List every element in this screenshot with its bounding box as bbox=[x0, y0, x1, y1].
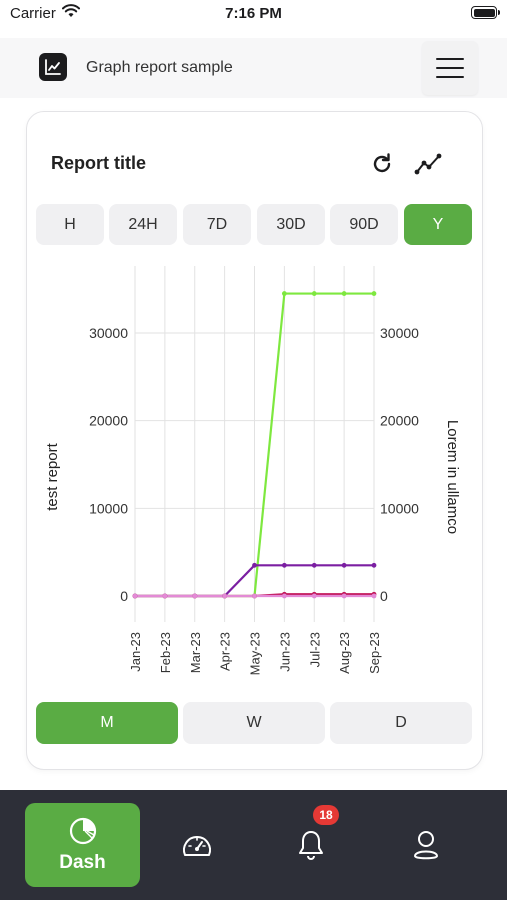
y-axis-label: test report bbox=[44, 442, 61, 510]
period-button-m[interactable]: M bbox=[36, 702, 178, 744]
tab-dash-label: Dash bbox=[59, 852, 106, 873]
x-tick-label: Apr-23 bbox=[218, 632, 233, 671]
bell-icon bbox=[299, 831, 323, 860]
x-tick-label: Jun-23 bbox=[277, 632, 292, 672]
status-bar: Carrier 7:16 PM bbox=[0, 0, 507, 28]
data-point bbox=[341, 593, 347, 599]
data-point bbox=[341, 562, 347, 568]
y2-axis-label: Lorem in ullamco bbox=[444, 420, 461, 534]
speedometer-icon bbox=[183, 836, 211, 856]
report-title: Report title bbox=[51, 153, 147, 173]
hamburger-menu-button[interactable] bbox=[422, 41, 478, 95]
refresh-button[interactable] bbox=[368, 150, 396, 178]
data-point bbox=[341, 291, 347, 296]
x-tick-label: Aug-23 bbox=[337, 632, 352, 674]
app-title: Graph report sample bbox=[86, 59, 233, 76]
period-button-w[interactable]: W bbox=[183, 702, 325, 744]
data-point bbox=[281, 291, 287, 296]
data-point bbox=[222, 593, 228, 599]
tab-notifications[interactable] bbox=[297, 828, 325, 862]
range-button-24h[interactable]: 24H bbox=[109, 204, 177, 245]
x-tick-label: Jan-23 bbox=[128, 632, 143, 672]
y2-tick-label: 0 bbox=[380, 588, 388, 604]
y-tick-label: 20000 bbox=[89, 413, 128, 429]
x-tick-label: Mar-23 bbox=[188, 632, 203, 673]
refresh-icon bbox=[373, 153, 391, 173]
x-tick-label: May-23 bbox=[248, 632, 263, 675]
range-button-h[interactable]: H bbox=[36, 204, 104, 245]
data-point bbox=[281, 562, 287, 568]
hamburger-menu-icon bbox=[436, 58, 464, 78]
data-point bbox=[311, 562, 317, 568]
user-profile-icon bbox=[414, 831, 438, 860]
y-tick-label: 0 bbox=[120, 588, 128, 604]
data-point bbox=[252, 562, 257, 568]
x-tick-label: Jul-23 bbox=[307, 632, 322, 667]
y2-tick-label: 20000 bbox=[380, 413, 419, 429]
data-point bbox=[132, 593, 138, 599]
app-header: Graph report sample bbox=[0, 38, 507, 98]
data-point bbox=[311, 291, 317, 296]
range-button-7d[interactable]: 7D bbox=[183, 204, 251, 245]
y2-tick-label: 30000 bbox=[380, 325, 419, 341]
y2-tick-label: 10000 bbox=[380, 500, 419, 516]
range-button-y[interactable]: Y bbox=[404, 204, 472, 245]
tab-dash[interactable]: Dash bbox=[25, 803, 140, 887]
x-tick-label: Feb-23 bbox=[158, 632, 173, 673]
y-tick-label: 30000 bbox=[89, 325, 128, 341]
data-point bbox=[281, 593, 287, 599]
bottom-tab-bar: Dash bbox=[0, 790, 507, 900]
range-button-30d[interactable]: 30D bbox=[257, 204, 325, 245]
period-button-d[interactable]: D bbox=[330, 702, 472, 744]
battery-icon bbox=[471, 6, 500, 19]
notification-badge: 18 bbox=[313, 805, 339, 825]
data-point bbox=[311, 593, 317, 599]
line-graph-icon bbox=[414, 153, 442, 175]
range-button-90d[interactable]: 90D bbox=[330, 204, 398, 245]
line-chart: 0 10000 20000 30000 0 10000 20000 30000 Jan-23… bbox=[44, 266, 461, 675]
data-point bbox=[371, 562, 377, 568]
data-point bbox=[162, 593, 168, 599]
data-point bbox=[252, 593, 257, 599]
tab-speedometer[interactable] bbox=[180, 830, 214, 860]
chart-type-button[interactable] bbox=[414, 150, 442, 178]
x-tick-label: Sep-23 bbox=[367, 632, 382, 674]
line-chart-icon bbox=[39, 53, 67, 81]
pie-chart-icon bbox=[69, 817, 96, 845]
data-point bbox=[371, 291, 377, 296]
data-point bbox=[192, 593, 198, 599]
clock: 7:16 PM bbox=[225, 5, 282, 22]
y-tick-label: 10000 bbox=[89, 500, 128, 516]
tab-profile[interactable] bbox=[411, 828, 441, 862]
carrier-label: Carrier bbox=[10, 5, 56, 22]
data-point bbox=[371, 593, 377, 599]
wifi-icon bbox=[62, 4, 80, 23]
